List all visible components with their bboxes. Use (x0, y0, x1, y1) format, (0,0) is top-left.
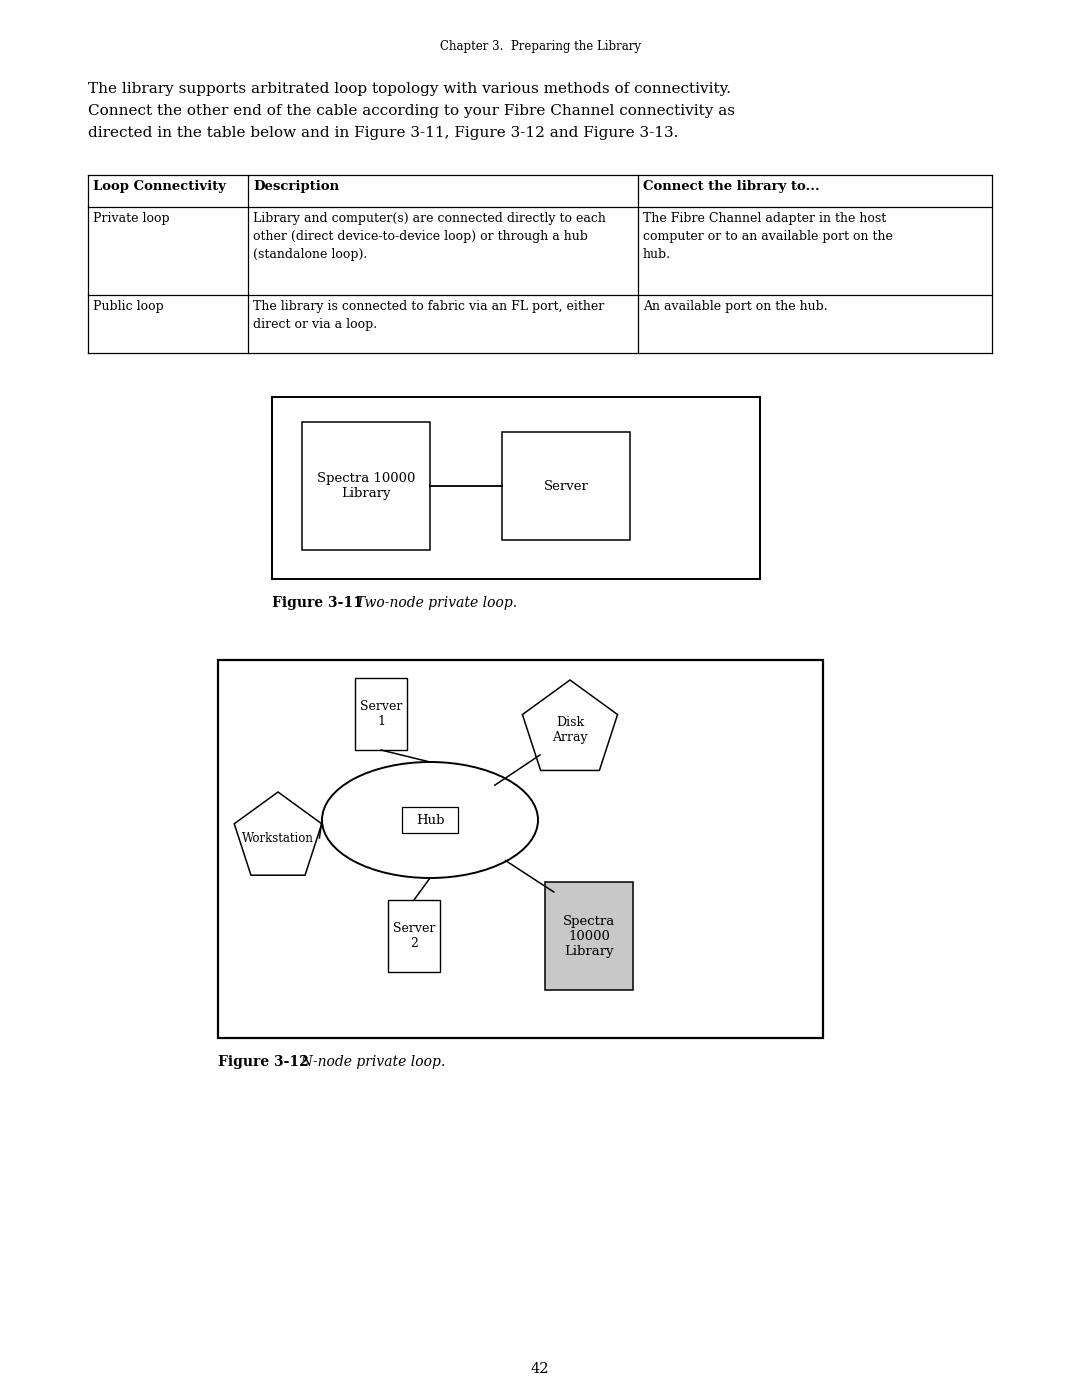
Text: Disk
Array: Disk Array (552, 717, 588, 745)
Text: Spectra
10000
Library: Spectra 10000 Library (563, 915, 616, 957)
Bar (218, 659, 823, 1038)
Text: Hub: Hub (416, 813, 444, 827)
Text: An available port on the hub.: An available port on the hub. (643, 300, 827, 313)
Text: N-node private loop.: N-node private loop. (292, 1055, 445, 1069)
Text: Description: Description (253, 180, 339, 193)
Text: directed in the table below and in Figure 3-11, Figure 3-12 and Figure 3-13.: directed in the table below and in Figur… (87, 126, 678, 140)
Bar (545, 882, 633, 990)
Text: Workstation: Workstation (242, 831, 314, 845)
Text: Server
2: Server 2 (393, 922, 435, 950)
Text: The library supports arbitrated loop topology with various methods of connectivi: The library supports arbitrated loop top… (87, 82, 731, 96)
Bar (272, 397, 760, 578)
Text: Figure 3-12: Figure 3-12 (218, 1055, 309, 1069)
Bar (302, 422, 430, 550)
Bar (388, 900, 440, 972)
Text: Figure 3-11: Figure 3-11 (272, 597, 363, 610)
Text: The Fibre Channel adapter in the host
computer or to an available port on the
hu: The Fibre Channel adapter in the host co… (643, 212, 893, 261)
Text: Two-node private loop.: Two-node private loop. (347, 597, 517, 610)
Text: Server: Server (543, 479, 589, 493)
Text: Loop Connectivity: Loop Connectivity (93, 180, 226, 193)
Polygon shape (523, 680, 618, 771)
Text: 42: 42 (530, 1362, 550, 1376)
Text: The library is connected to fabric via an FL port, either
direct or via a loop.: The library is connected to fabric via a… (253, 300, 604, 331)
Text: Spectra 10000
Library: Spectra 10000 Library (316, 472, 415, 500)
Text: Connect the other end of the cable according to your Fibre Channel connectivity : Connect the other end of the cable accor… (87, 103, 735, 117)
Ellipse shape (322, 761, 538, 877)
Polygon shape (234, 792, 322, 875)
Text: Public loop: Public loop (93, 300, 164, 313)
Text: Library and computer(s) are connected directly to each
other (direct device-to-d: Library and computer(s) are connected di… (253, 212, 606, 261)
Bar (402, 807, 458, 833)
Text: Chapter 3.  Preparing the Library: Chapter 3. Preparing the Library (440, 41, 640, 53)
Bar (502, 432, 630, 541)
Bar (355, 678, 407, 750)
Text: Server
1: Server 1 (360, 700, 402, 728)
Text: Private loop: Private loop (93, 212, 170, 225)
Text: Connect the library to...: Connect the library to... (643, 180, 820, 193)
